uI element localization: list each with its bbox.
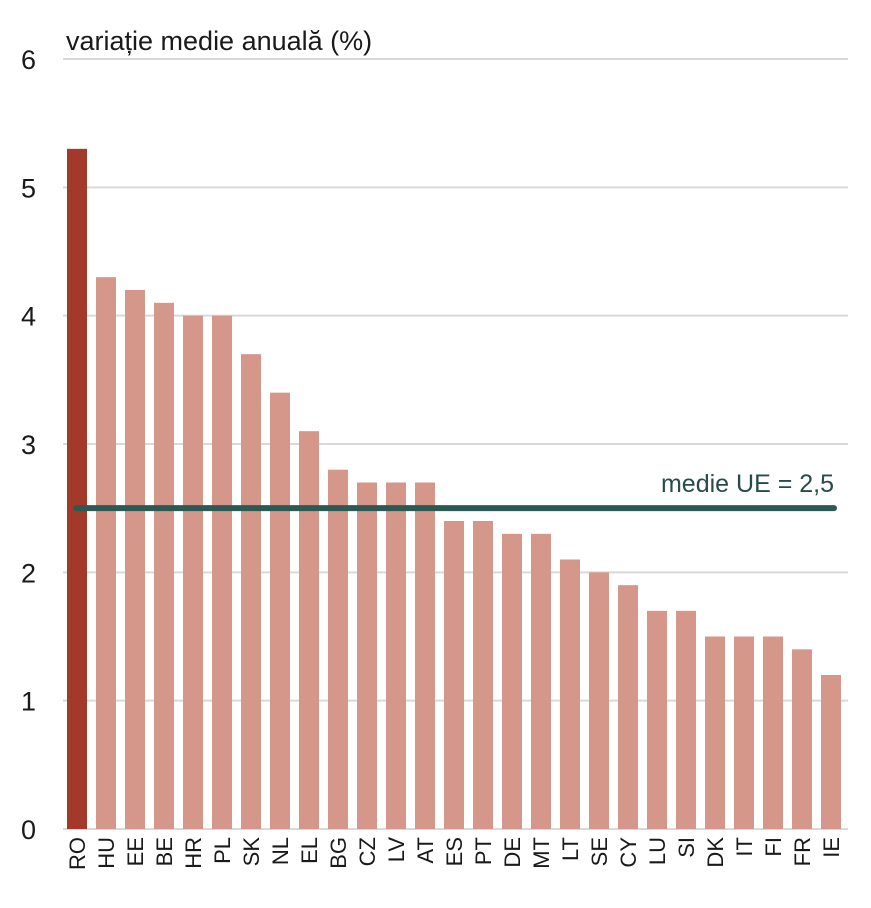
bar-se — [589, 572, 609, 829]
reference-line-layer: medie UE = 2,5 — [73, 470, 837, 512]
eu-average-label: medie UE = 2,5 — [661, 470, 834, 498]
x-tick-label: SE — [587, 837, 612, 866]
bar-de — [502, 533, 522, 829]
bar-hr — [183, 315, 203, 830]
y-tick-label: 2 — [21, 558, 36, 588]
x-tick-label: FR — [790, 837, 815, 866]
bars-layer — [67, 148, 841, 830]
y-tick-label: 6 — [21, 45, 36, 75]
y-axis-label: variație medie anuală (%) — [66, 26, 372, 56]
x-tick-label: IE — [819, 837, 844, 858]
bar-pl — [212, 315, 232, 830]
x-tick-label: BG — [326, 837, 351, 869]
bar-at — [415, 482, 435, 829]
x-tick-label: LT — [558, 837, 583, 861]
y-tick-label: 1 — [21, 687, 36, 717]
x-tick-label: AT — [413, 837, 438, 863]
y-tick-label: 0 — [21, 815, 36, 845]
x-tick-label: HU — [94, 837, 119, 869]
bar-lu — [647, 610, 667, 829]
bar-ro — [67, 148, 87, 830]
x-tick-label: CY — [616, 837, 641, 868]
x-tick-label: EE — [123, 837, 148, 866]
bar-lv — [386, 482, 406, 829]
bar-ee — [125, 290, 145, 829]
y-tick-label: 3 — [21, 430, 36, 460]
bar-fr — [792, 649, 812, 829]
y-tick-label: 5 — [21, 173, 36, 203]
x-tick-label: FI — [761, 837, 786, 857]
bar-lt — [560, 559, 580, 829]
bar-ie — [821, 675, 841, 829]
bar-sk — [241, 354, 261, 829]
x-tick-label: RO — [65, 837, 90, 870]
x-tick-label: ES — [442, 837, 467, 866]
bar-dk — [705, 636, 725, 829]
bar-fi — [763, 636, 783, 829]
x-tick-label: LV — [384, 837, 409, 863]
bar-es — [444, 521, 464, 829]
bar-si — [676, 610, 696, 829]
x-tick-label: DK — [703, 837, 728, 868]
x-tick-label: SI — [674, 837, 699, 858]
x-tick-label: PT — [471, 837, 496, 865]
x-tick-label: IT — [732, 837, 757, 857]
x-tick-label: DE — [500, 837, 525, 868]
bar-pt — [473, 521, 493, 829]
x-axis-ticks: RO HU EE BE HR PL SK NL EL BG CZ LV AT ES PT DE MT LT SE CY… — [65, 837, 844, 870]
bar-nl — [270, 392, 290, 829]
bar-hu — [96, 277, 116, 830]
bar-cy — [618, 585, 638, 829]
y-axis-ticks: 0 1 2 3 4 5 6 — [21, 45, 36, 845]
x-tick-label: BE — [152, 837, 177, 866]
bar-be — [154, 302, 174, 829]
x-tick-label: CZ — [355, 837, 380, 866]
x-tick-label: PL — [210, 837, 235, 864]
x-tick-label: EL — [297, 837, 322, 864]
y-tick-label: 4 — [21, 302, 36, 332]
bar-el — [299, 431, 319, 829]
x-tick-label: NL — [268, 837, 293, 865]
bar-bg — [328, 469, 348, 829]
bar-cz — [357, 482, 377, 829]
bar-it — [734, 636, 754, 829]
bar-mt — [531, 533, 551, 829]
x-tick-label: LU — [645, 837, 670, 865]
x-tick-label: MT — [529, 837, 554, 869]
x-tick-label: SK — [239, 837, 264, 867]
x-tick-label: HR — [181, 837, 206, 869]
